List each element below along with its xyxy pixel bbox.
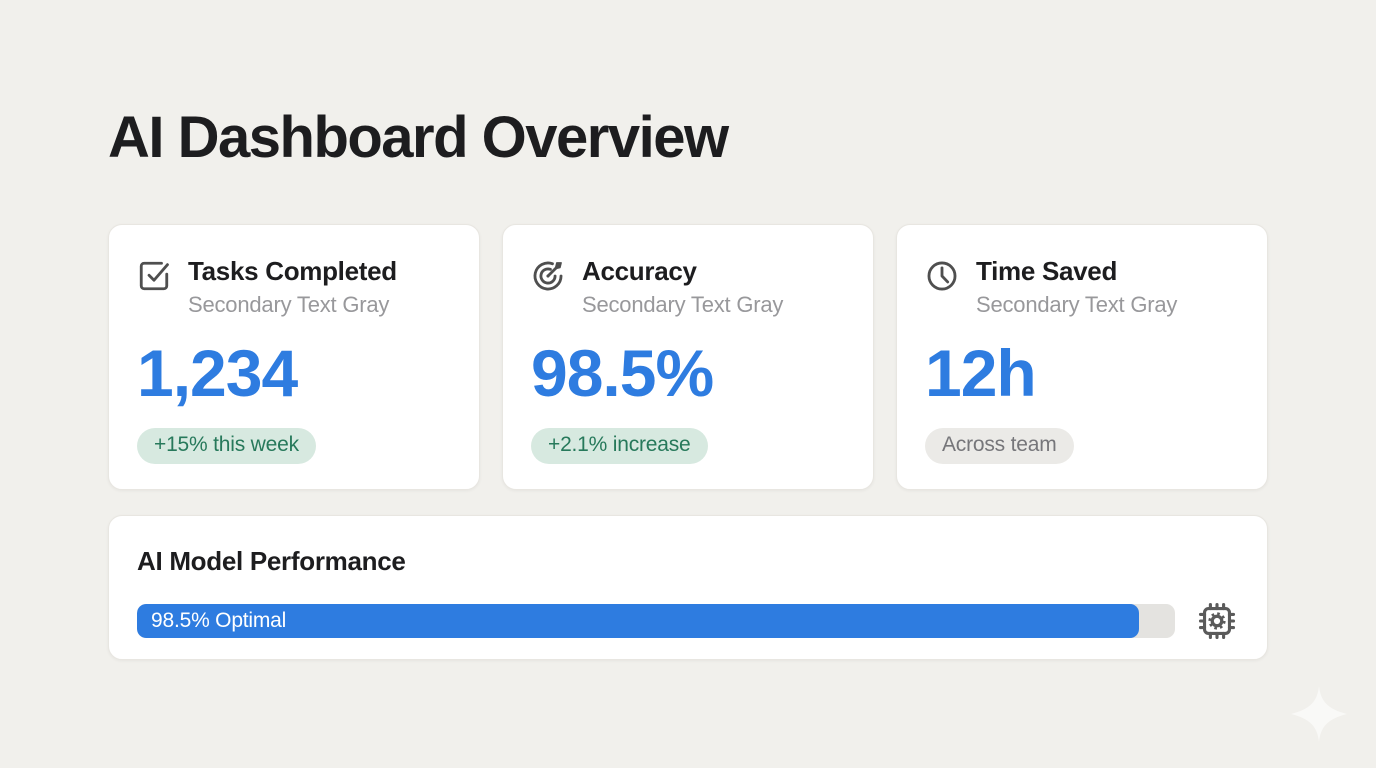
status-badge: Across team xyxy=(925,427,1074,464)
page-title: AI Dashboard Overview xyxy=(108,105,729,170)
stats-cards-row: Tasks Completed Secondary Text Gray 1,23… xyxy=(108,224,1268,490)
card-header: Time Saved Secondary Text Gray xyxy=(925,256,1239,318)
performance-title: AI Model Performance xyxy=(137,546,406,576)
performance-row: 98.5% Optimal xyxy=(137,599,1239,643)
stat-card-tasks-completed: Tasks Completed Secondary Text Gray 1,23… xyxy=(108,224,480,490)
sparkle-icon xyxy=(1289,684,1349,744)
card-header: Tasks Completed Secondary Text Gray xyxy=(137,256,451,318)
performance-progress-track: 98.5% Optimal xyxy=(137,604,1175,638)
model-settings-button[interactable] xyxy=(1195,599,1239,643)
card-title: Time Saved xyxy=(976,256,1118,286)
trend-badge: +2.1% increase xyxy=(531,427,708,464)
trend-badge: +15% this week xyxy=(137,427,316,464)
card-header: Accuracy Secondary Text Gray xyxy=(531,256,845,318)
clock-icon xyxy=(925,259,959,293)
performance-progress-label: 98.5% Optimal xyxy=(151,609,287,632)
card-header-text: Tasks Completed Secondary Text Gray xyxy=(188,256,397,318)
card-title: Accuracy xyxy=(582,256,697,286)
card-title: Tasks Completed xyxy=(188,256,397,286)
card-value: 1,234 xyxy=(137,335,298,410)
cpu-gear-icon xyxy=(1195,599,1239,643)
target-arrow-icon xyxy=(531,259,565,293)
card-value: 12h xyxy=(925,335,1037,410)
card-header-text: Accuracy Secondary Text Gray xyxy=(582,256,784,318)
card-value: 98.5% xyxy=(531,335,714,410)
card-subtitle: Secondary Text Gray xyxy=(976,291,1178,317)
stat-card-time-saved: Time Saved Secondary Text Gray 12h Acros… xyxy=(896,224,1268,490)
card-header-text: Time Saved Secondary Text Gray xyxy=(976,256,1178,318)
square-check-icon xyxy=(137,259,171,293)
performance-panel: AI Model Performance 98.5% Optimal xyxy=(108,515,1268,660)
card-subtitle: Secondary Text Gray xyxy=(582,291,784,317)
stat-card-accuracy: Accuracy Secondary Text Gray 98.5% +2.1%… xyxy=(502,224,874,490)
card-subtitle: Secondary Text Gray xyxy=(188,291,390,317)
performance-progress-fill: 98.5% Optimal xyxy=(137,604,1139,638)
